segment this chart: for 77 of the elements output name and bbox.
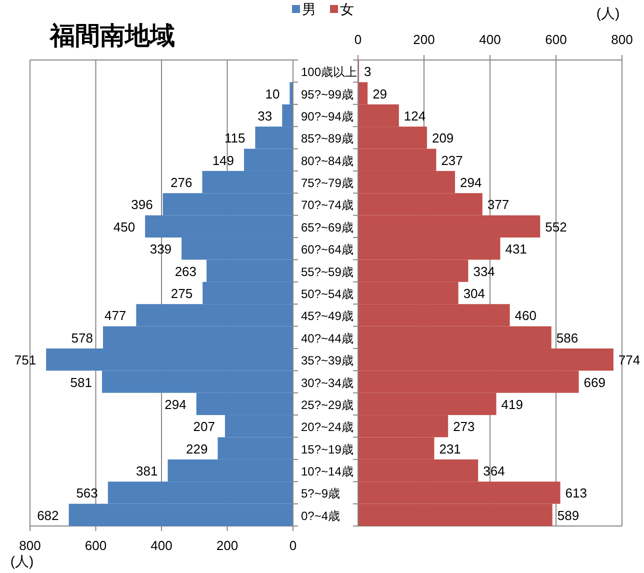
y-tick-label: 15?~19歳 [301, 442, 354, 456]
data-label: 586 [556, 330, 578, 346]
data-label: 334 [473, 264, 495, 279]
data-label: 419 [501, 396, 523, 412]
x-tick-label: 200 [413, 32, 435, 47]
y-tick-label: 85?~89歳 [301, 132, 354, 146]
data-label: 29 [372, 86, 388, 102]
data-label: 263 [174, 264, 197, 279]
data-label: 589 [557, 508, 580, 523]
data-label: 613 [565, 486, 587, 501]
y-tick-label: 80?~84歳 [301, 154, 354, 168]
y-tick-label: 10?~14歳 [301, 464, 354, 479]
y-tick-label: 35?~39歳 [301, 354, 354, 368]
data-label: 396 [131, 197, 153, 212]
data-label: 3 [364, 64, 372, 80]
y-tick-label: 40?~44歳 [301, 331, 354, 346]
data-label: 381 [136, 464, 158, 479]
data-label: 774 [618, 352, 640, 368]
x-axis-title: (人) [10, 553, 34, 569]
y-tick-label: 50?~54歳 [301, 287, 354, 301]
data-label: 581 [70, 374, 92, 390]
data-label: 229 [186, 441, 208, 456]
y-tick-label: 75?~79歳 [301, 176, 354, 190]
data-label: 276 [170, 175, 192, 190]
data-label: 450 [113, 219, 136, 234]
data-label: 377 [487, 197, 510, 212]
y-tick-label: 30?~34歳 [301, 376, 354, 390]
x-tick-label: 600 [545, 32, 567, 47]
data-label: 304 [463, 286, 486, 301]
x-tick-label: 800 [611, 32, 633, 47]
y-tick-label: 70?~74歳 [301, 198, 354, 212]
data-label: 231 [439, 441, 461, 456]
data-label: 33 [258, 108, 272, 124]
y-tick-label: 20?~24歳 [301, 420, 354, 434]
data-label: 207 [193, 419, 215, 434]
legend-label: 女 [340, 1, 354, 17]
data-label: 431 [505, 242, 527, 257]
data-label: 339 [150, 242, 172, 257]
data-label: 563 [76, 486, 98, 501]
y-tick-label: 100歳以上 [301, 65, 358, 80]
data-label: 294 [460, 175, 482, 190]
data-label: 477 [104, 308, 126, 324]
x-tick-label: 600 [84, 538, 107, 553]
data-label: 273 [453, 419, 475, 434]
y-tick-label: 25?~29歳 [301, 398, 354, 412]
x-tick-label: 200 [216, 538, 238, 553]
y-tick-label: 65?~69歳 [301, 220, 354, 234]
data-label: 149 [212, 152, 234, 168]
x-tick-label: 400 [150, 538, 172, 553]
x-tick-label: 800 [19, 538, 41, 553]
y-tick-label: 55?~59歳 [301, 264, 354, 279]
data-label: 669 [584, 374, 606, 390]
data-label: 682 [37, 508, 59, 523]
y-tick-label: 60?~64歳 [301, 242, 354, 257]
legend-label: 男 [302, 1, 316, 17]
y-tick-label: 5?~9歳 [301, 486, 340, 501]
data-label: 10 [265, 86, 280, 102]
data-label: 460 [514, 308, 537, 324]
data-label: 552 [545, 219, 567, 234]
data-label: 124 [404, 108, 426, 124]
data-label: 209 [432, 130, 454, 146]
x-tick-label: 0 [354, 32, 362, 47]
data-label: 751 [14, 352, 36, 368]
chart-title: 福間南地域 [49, 22, 175, 50]
data-label: 578 [71, 330, 93, 346]
data-label: 237 [441, 152, 463, 168]
data-label: 115 [224, 130, 246, 146]
y-tick-label: 0?~4歳 [301, 508, 340, 523]
x-tick-label: 400 [479, 32, 501, 47]
y-tick-label: 45?~49歳 [301, 309, 354, 324]
x-tick-label: 0 [289, 538, 297, 553]
data-label: 364 [483, 464, 505, 479]
y-tick-label: 90?~94歳 [301, 109, 354, 124]
data-label: 275 [170, 286, 193, 301]
y-tick-label: 95?~99歳 [301, 87, 354, 102]
data-label: 294 [164, 396, 186, 412]
x-axis-title: (人) [596, 5, 620, 21]
